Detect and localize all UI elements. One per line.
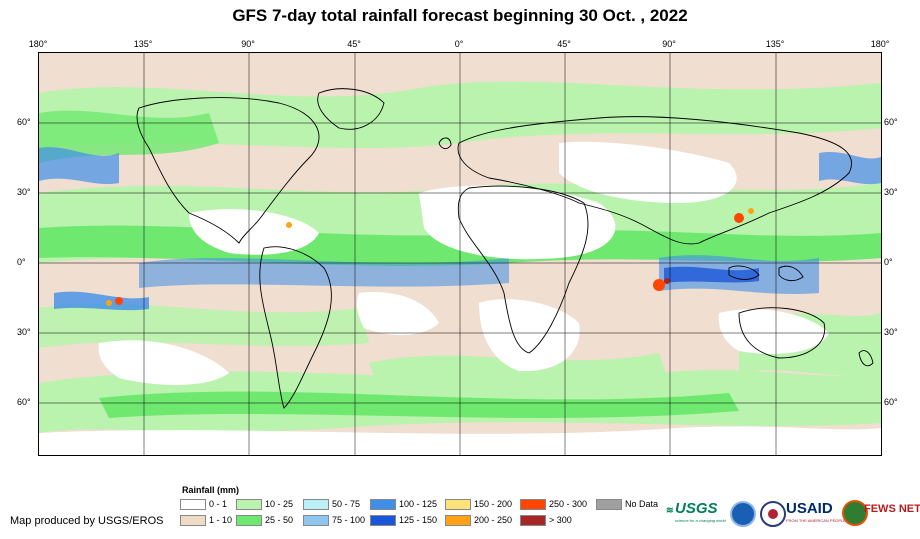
legend-item: 50 - 75 [303, 499, 361, 511]
usaid-tagline: FROM THE AMERICAN PEOPLE [786, 518, 846, 523]
lat-tick-right: 30° [884, 327, 898, 337]
lat-tick-left: 30° [17, 187, 31, 197]
legend-label: > 300 [549, 515, 572, 525]
legend-label: No Data [625, 499, 659, 509]
fewsnet-logo: FEWS NET [864, 503, 920, 515]
legend-item: No Data [596, 499, 659, 511]
usgs-wordmark: USGS [675, 500, 718, 517]
rainfall-map [38, 52, 882, 456]
coastlines [136, 88, 874, 409]
lon-tick-top: 135° [765, 39, 785, 49]
legend-label: 200 - 250 [474, 515, 513, 525]
legend-swatch [445, 499, 471, 511]
lon-tick-top: 90° [241, 39, 255, 49]
lat-tick-left: 60° [17, 117, 31, 127]
legend-item: 150 - 200 [445, 499, 513, 511]
lon-tick-top: 0° [454, 39, 464, 49]
legend-item: > 300 [520, 515, 572, 527]
legend-label: 75 - 100 [332, 515, 366, 525]
legend-swatch [370, 499, 396, 511]
lat-tick-left: 30° [17, 327, 31, 337]
legend-swatch [520, 515, 546, 527]
graticule [39, 53, 881, 455]
legend-swatch [520, 499, 546, 511]
lat-tick-right: 60° [884, 117, 898, 127]
lon-tick-top: 90° [662, 39, 676, 49]
usaid-seal-center [768, 509, 778, 519]
legend-label: 10 - 25 [265, 499, 294, 509]
usaid-wordmark: USAID [786, 500, 833, 517]
map-title: GFS 7-day total rainfall forecast beginn… [232, 6, 688, 25]
logo-strip: ≋ USGS science for a changing world USAI… [666, 496, 920, 532]
lon-tick-top: 180° [28, 39, 48, 49]
legend-item: 200 - 250 [445, 515, 513, 527]
legend-swatch [180, 515, 206, 527]
lon-tick-top: 45° [347, 39, 361, 49]
legend-title: Rainfall (mm) [182, 485, 240, 495]
legend-item: 100 - 125 [370, 499, 438, 511]
legend-item: 75 - 100 [303, 515, 366, 527]
usaid-logo: USAID FROM THE AMERICAN PEOPLE [786, 500, 846, 523]
credit-text: Map produced by USGS/EROS [10, 515, 164, 527]
legend-label: 150 - 200 [474, 499, 513, 509]
legend-item: 1 - 10 [180, 515, 233, 527]
legend-label: 0 - 1 [209, 499, 228, 509]
usaid-seal-icon [760, 501, 786, 527]
legend-label: 125 - 150 [399, 515, 438, 525]
legend-swatch [236, 515, 262, 527]
legend-swatch [370, 515, 396, 527]
lat-tick-right: 0° [884, 257, 893, 267]
legend-item: 25 - 50 [236, 515, 294, 527]
legend-item: 0 - 1 [180, 499, 228, 511]
legend-label: 1 - 10 [209, 515, 233, 525]
legend-label: 50 - 75 [332, 499, 361, 509]
noaa-logo [730, 501, 756, 527]
lat-tick-left: 0° [17, 257, 26, 267]
fewsnet-globe-icon [842, 500, 868, 526]
lon-tick-top: 180° [870, 39, 890, 49]
legend-swatch [303, 515, 329, 527]
lon-tick-top: 135° [133, 39, 153, 49]
legend-label: 100 - 125 [399, 499, 438, 509]
usgs-tagline: science for a changing world [675, 518, 726, 523]
lat-tick-right: 30° [884, 187, 898, 197]
lat-tick-left: 60° [17, 397, 31, 407]
legend-item: 10 - 25 [236, 499, 294, 511]
legend-swatch [180, 499, 206, 511]
legend-swatch [303, 499, 329, 511]
legend-item: 125 - 150 [370, 515, 438, 527]
legend-swatch [445, 515, 471, 527]
legend-label: 250 - 300 [549, 499, 588, 509]
rainfall-map-graphic [39, 53, 881, 455]
usgs-logo: ≋ USGS science for a changing world [666, 500, 728, 530]
legend-item: 250 - 300 [520, 499, 588, 511]
legend-swatch [236, 499, 262, 511]
lon-tick-top: 45° [557, 39, 571, 49]
usgs-mark: ≋ [666, 505, 674, 515]
legend-label: 25 - 50 [265, 515, 294, 525]
lat-tick-right: 60° [884, 397, 898, 407]
legend-swatch [596, 499, 622, 511]
